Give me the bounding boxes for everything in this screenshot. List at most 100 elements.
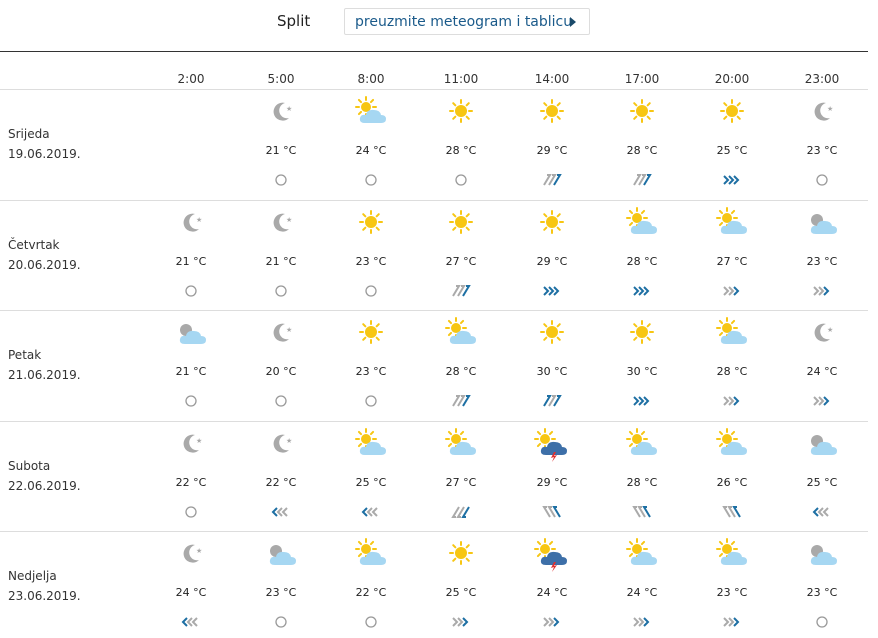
wind-icon-graphic [275, 616, 287, 628]
wind-icon-graphic [543, 617, 560, 627]
svg-text:★: ★ [827, 326, 833, 334]
wind-icon [540, 504, 564, 524]
weather-icon: ★ [263, 317, 299, 357]
wind-icon-graphic [543, 285, 560, 296]
weather-icon-graphic [534, 427, 567, 462]
temperature: 28 °C [445, 144, 477, 157]
svg-text:★: ★ [196, 437, 202, 445]
download-button[interactable]: preuzmite meteogram i tablicu [344, 8, 590, 35]
weather-icon [714, 206, 750, 247]
wind-icon-graphic [365, 174, 377, 186]
wind-icon-graphic [813, 285, 830, 296]
wind-icon [540, 283, 564, 303]
row-divider [0, 310, 868, 311]
weather-icon [443, 538, 479, 578]
weather-icon [353, 317, 389, 357]
wind-icon [630, 614, 654, 634]
day-name: Četvrtak [8, 237, 60, 252]
wind-icon [269, 393, 293, 413]
wind-icon-graphic [185, 505, 197, 518]
wind-icon [179, 614, 203, 634]
temperature: 29 °C [536, 475, 568, 489]
wind-icon [449, 172, 473, 192]
wind-icon-graphic [816, 174, 828, 186]
wind-icon [630, 393, 654, 413]
weather-icon [173, 317, 209, 357]
temperature: 22 °C [355, 586, 387, 599]
weather-icon [714, 96, 750, 136]
time-label: 8:00 [357, 72, 385, 86]
temperature: 21 °C [265, 144, 297, 157]
weather-icon-graphic [716, 427, 747, 455]
weather-icon-graphic [626, 427, 657, 455]
wind-icon [449, 614, 473, 634]
day-name: Srijeda [8, 127, 50, 141]
temperature: 24 °C [536, 586, 568, 599]
weather-icon-graphic: ★ [814, 323, 833, 342]
weather-icon-graphic: ★ [183, 544, 202, 563]
temperature: 23 °C [355, 254, 387, 268]
temperature: 23 °C [355, 365, 387, 378]
weather-icon-graphic [810, 434, 837, 455]
wind-icon-graphic [185, 284, 197, 297]
wind-icon-graphic [632, 505, 651, 518]
weather-icon-graphic [716, 317, 747, 344]
weather-icon [804, 428, 840, 468]
wind-icon [449, 283, 473, 303]
weather-icon-graphic [630, 320, 654, 344]
weather-icon-graphic [269, 545, 296, 565]
wind-icon [630, 504, 654, 524]
weather-icon [443, 207, 479, 247]
svg-text:★: ★ [286, 326, 292, 334]
wind-icon-graphic [723, 285, 740, 296]
temperature: 24 °C [355, 144, 387, 157]
weather-icon-graphic [720, 99, 744, 123]
wind-icon-graphic [361, 506, 378, 517]
weather-icon [263, 538, 299, 578]
weather-icon-graphic [540, 99, 564, 123]
wind-icon-graphic [812, 506, 829, 517]
svg-text:★: ★ [827, 105, 833, 113]
weather-icon: ★ [263, 207, 299, 247]
wind-icon [359, 172, 383, 192]
weather-icon-graphic: ★ [273, 323, 292, 342]
wind-icon-graphic [185, 395, 197, 407]
wind-icon [449, 504, 473, 524]
wind-icon [540, 172, 564, 192]
temperature: 25 °C [445, 586, 477, 599]
day-date: 19.06.2019. [8, 147, 81, 161]
weather-icon [714, 317, 750, 357]
wind-icon [720, 393, 744, 413]
temperature: 24 °C [806, 365, 838, 378]
weather-icon [353, 427, 389, 468]
temperature: 23 °C [806, 254, 838, 268]
wind-icon [269, 614, 293, 634]
wind-icon [810, 393, 834, 413]
wind-icon [720, 283, 744, 303]
weather-icon-graphic: ★ [814, 102, 833, 121]
day-date: 23.06.2019. [8, 589, 81, 603]
weather-icon [534, 96, 570, 136]
wind-icon [720, 614, 744, 634]
time-label: 11:00 [443, 72, 479, 86]
time-label: 17:00 [624, 72, 660, 86]
day-name: Nedjelja [8, 569, 57, 583]
weather-icon-graphic [716, 538, 747, 565]
wind-icon-graphic [365, 284, 377, 297]
weather-icon [714, 538, 750, 578]
day-name: Petak [8, 348, 42, 362]
button-arrow [570, 17, 576, 27]
temperature: 22 °C [265, 475, 297, 489]
wind-icon [540, 614, 564, 634]
wind-icon-graphic [816, 616, 828, 628]
wind-icon-graphic [723, 175, 740, 185]
weather-icon [443, 317, 479, 357]
temperature: 21 °C [175, 365, 207, 378]
temperature: 29 °C [536, 144, 568, 157]
temperature: 25 °C [806, 475, 838, 489]
temperature: 28 °C [626, 254, 658, 268]
wind-icon [179, 504, 203, 524]
wind-icon [810, 172, 834, 192]
weather-icon-graphic [449, 541, 473, 565]
wind-icon [720, 172, 744, 192]
